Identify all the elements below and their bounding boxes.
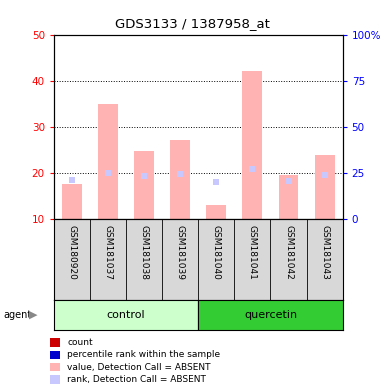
Text: value, Detection Call = ABSENT: value, Detection Call = ABSENT (67, 362, 211, 372)
Text: quercetin: quercetin (244, 310, 297, 320)
Text: GSM181039: GSM181039 (176, 225, 185, 280)
Text: rank, Detection Call = ABSENT: rank, Detection Call = ABSENT (67, 375, 206, 384)
Bar (62, 184, 82, 219)
Text: GSM181043: GSM181043 (320, 225, 329, 280)
Text: GDS3133 / 1387958_at: GDS3133 / 1387958_at (115, 17, 270, 30)
Text: GSM181037: GSM181037 (104, 225, 112, 280)
Text: GSM180920: GSM180920 (67, 225, 77, 280)
Bar (98, 104, 118, 219)
Bar (54, 300, 198, 330)
Bar (243, 71, 262, 219)
Text: GSM181041: GSM181041 (248, 225, 257, 280)
Bar (279, 175, 298, 219)
Bar (198, 300, 343, 330)
Bar (170, 140, 190, 219)
Text: ▶: ▶ (28, 310, 37, 320)
Text: agent: agent (4, 310, 32, 320)
Bar (315, 155, 335, 219)
Text: GSM181038: GSM181038 (140, 225, 149, 280)
Bar (134, 151, 154, 219)
Text: GSM181040: GSM181040 (212, 225, 221, 280)
Text: control: control (107, 310, 146, 320)
Text: percentile rank within the sample: percentile rank within the sample (67, 350, 221, 359)
Bar (206, 205, 226, 219)
Text: GSM181042: GSM181042 (284, 225, 293, 280)
Text: count: count (67, 338, 93, 347)
